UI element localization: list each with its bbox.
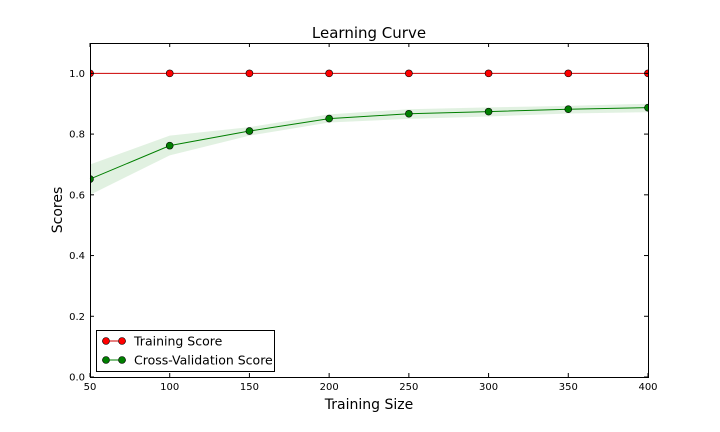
legend-marker-left-1	[102, 356, 110, 364]
x-tick-label-0: 50	[84, 382, 97, 393]
series-1-point-4	[405, 109, 413, 118]
series-1-point-1	[165, 141, 174, 150]
legend-items: Training Score Cross-Validation Score	[102, 334, 273, 368]
series-0-point-3	[325, 69, 333, 78]
series-0-point-4	[405, 69, 413, 78]
confidence-bands	[90, 103, 648, 195]
axis-ticks	[89, 43, 649, 378]
x-tick-label-1: 100	[160, 382, 179, 393]
y-tick-label-4: 0.8	[69, 130, 85, 141]
series-1-point-2	[245, 127, 254, 135]
x-tick-label-4: 250	[399, 382, 418, 393]
series-0-point-2	[245, 69, 254, 78]
legend-label-1: Cross-Validation Score	[134, 353, 273, 368]
y-tick-label-3: 0.6	[69, 190, 85, 201]
x-tick-label-2: 150	[240, 382, 259, 393]
confidence-band-series-1	[90, 103, 648, 195]
series-points	[90, 69, 649, 183]
series-0-point-5	[484, 69, 493, 78]
y-tick-label-2: 0.4	[69, 251, 85, 262]
series-0-point-1	[165, 69, 174, 78]
series-1-point-5	[484, 107, 493, 116]
y-tick-label-0: 0.0	[69, 373, 85, 384]
legend-marker-right-0	[118, 337, 126, 345]
x-tick-label-7: 400	[638, 382, 657, 393]
legend-marker-right-1	[118, 356, 126, 364]
plot-frame	[90, 43, 649, 378]
legend-marker-left-0	[102, 337, 110, 345]
y-tick-label-1: 0.2	[69, 312, 85, 323]
series-0-point-6	[564, 69, 573, 78]
series-lines	[89, 72, 649, 180]
series-1-point-3	[325, 114, 333, 123]
y-axis-title: Scores	[50, 187, 66, 234]
x-tick-label-6: 350	[559, 382, 578, 393]
x-tick-label-3: 200	[320, 382, 339, 393]
legend-box	[96, 330, 275, 372]
x-axis-title: Training Size	[324, 397, 413, 413]
x-tick-label-5: 300	[479, 382, 498, 393]
legend: Training Score Cross-Validation Score	[96, 330, 275, 372]
series-1-point-6	[564, 105, 573, 113]
legend-label-0: Training Score	[133, 334, 223, 349]
chart-title: Learning Curve	[312, 24, 426, 42]
axis-tick-labels: 50 100 150 200 250 300 350 400 0.0 0.2 0.4 0.6 0.8 1.…	[69, 69, 657, 393]
y-tick-label-5: 1.0	[69, 69, 85, 80]
series-line-1	[89, 107, 649, 180]
